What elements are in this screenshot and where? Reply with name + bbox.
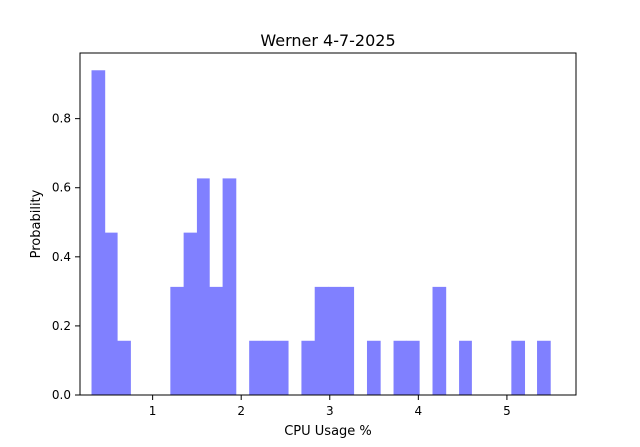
y-axis-label: Probability [29,189,44,258]
chart-title: Werner 4-7-2025 [260,31,395,50]
x-tick-label-2: 3 [326,404,334,418]
histogram-bar-3 [170,286,185,395]
histogram-bar-7 [222,178,237,395]
y-tick-label-2: 0.4 [52,250,71,264]
histogram-bar-18 [432,286,447,395]
histogram-bar-19 [459,340,472,395]
plot-frame [79,52,577,396]
histogram-bar-21 [537,340,551,395]
histogram-bar-2 [117,340,131,395]
histogram-bar-9 [262,340,276,395]
histogram-bar-17 [405,340,420,395]
histogram-bar-10 [274,340,289,395]
histogram-bar-1 [104,232,118,395]
y-axis-ticks: 0.0 0.2 0.4 0.6 0.8 [52,112,80,402]
histogram-bar-15 [366,340,381,395]
x-tick-label-4: 5 [503,404,511,418]
histogram-bar-16 [393,340,407,395]
histogram-bar-11 [301,340,316,395]
y-tick-label-1: 0.2 [52,319,71,333]
histogram-bar-4 [183,232,198,395]
x-axis-label: CPU Usage % [284,424,372,439]
histogram-bar-12 [314,286,329,395]
histogram-bar-20 [511,340,526,395]
histogram-bar-8 [249,340,263,395]
histogram-bar-0 [91,70,106,395]
histogram-bar-5 [196,178,210,395]
histogram-bar-14 [340,286,355,395]
x-tick-label-1: 2 [237,404,245,418]
histogram-bar-13 [328,286,341,395]
x-axis-ticks: 1 2 3 4 5 [149,395,511,418]
x-tick-label-3: 4 [415,404,423,418]
y-tick-label-3: 0.6 [52,181,71,195]
x-tick-label-0: 1 [149,404,157,418]
histogram-bar-6 [209,286,223,395]
bars-layer [91,70,551,395]
y-tick-label-0: 0.0 [52,388,71,402]
y-tick-label-4: 0.8 [52,112,71,126]
